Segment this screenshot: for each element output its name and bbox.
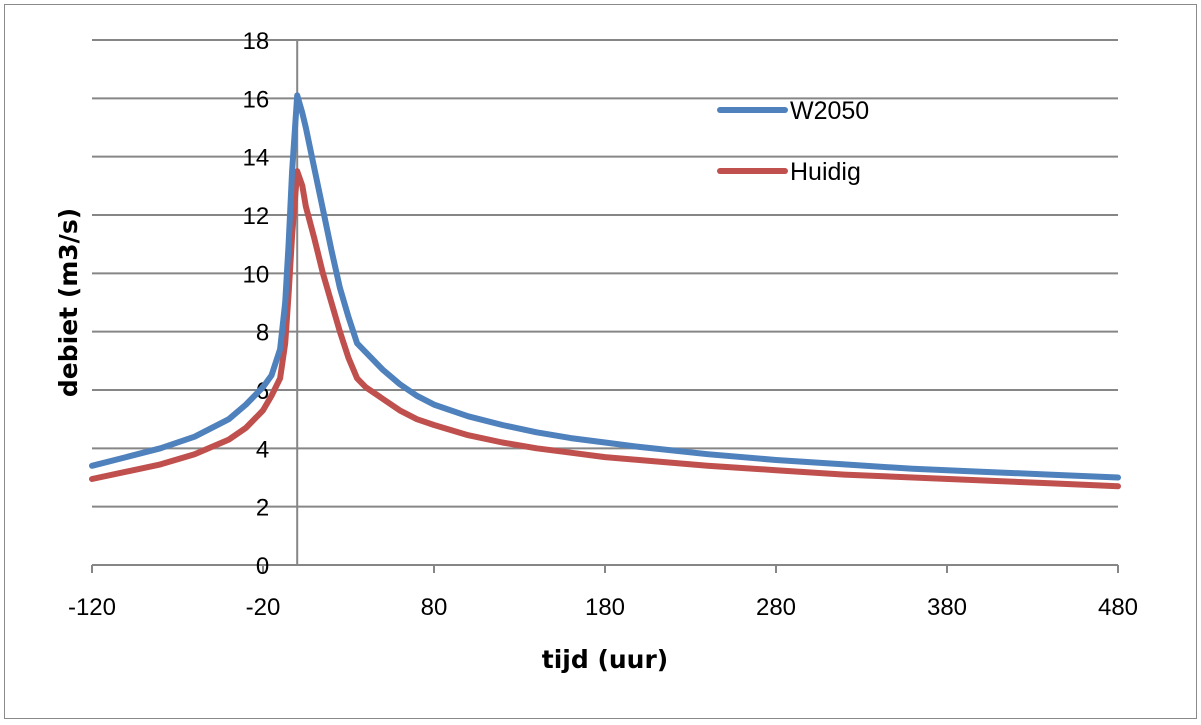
chart-frame [4,4,1197,719]
series-line-w2050 [89,92,1121,481]
series-line-huidig [89,168,1121,490]
y-tick-label: 0 [256,553,269,580]
x-axis-title: tijd (uur) [542,645,668,674]
x-tick-label: 80 [421,594,448,621]
y-tick-label: 14 [242,145,269,172]
y-tick-label: 16 [242,86,269,113]
y-tick-label: 2 [256,495,269,522]
x-tick-label: 480 [1098,594,1138,621]
gridlines [92,39,1118,508]
y-tick-label: 10 [242,261,269,288]
x-tick-labels: -120 -20 80 180 280 380 480 [68,594,1138,621]
axes [91,40,1119,573]
y-tick-label: 8 [256,320,269,347]
legend-label-w2050: W2050 [790,97,869,125]
x-tick-label: 180 [585,594,625,621]
x-tick-label: 380 [927,594,967,621]
x-tick-label: 280 [756,594,796,621]
series-lines [89,92,1121,490]
x-tick-label: -120 [68,594,116,621]
y-tick-label: 4 [256,436,269,463]
y-tick-label: 18 [242,28,269,55]
legend: W2050 Huidig [717,97,869,186]
x-tick-label: -20 [246,594,281,621]
y-axis-title: debiet (m3/s) [54,208,83,397]
y-tick-label: 12 [242,203,269,230]
legend-label-huidig: Huidig [790,158,861,186]
